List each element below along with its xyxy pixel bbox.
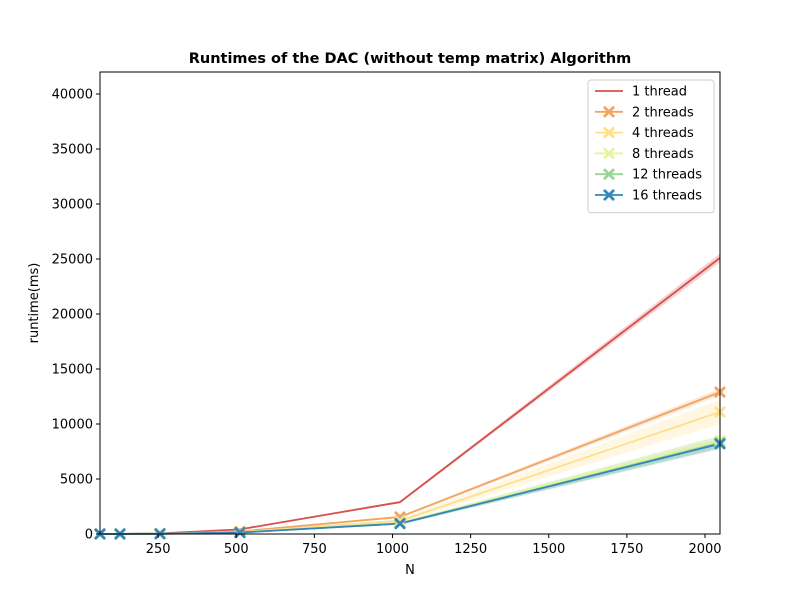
y-tick-label: 40000 <box>52 88 93 103</box>
series-line-8-threads <box>99 439 721 535</box>
data-point-16-threads <box>394 517 406 530</box>
legend-marker <box>603 168 615 180</box>
band-1-thread <box>100 253 720 534</box>
y-axis-label: runtime(ms) <box>27 263 42 344</box>
legend-item-16-threads: 16 threads <box>595 189 702 204</box>
plot-frame <box>99 71 721 535</box>
series-markers <box>94 386 726 540</box>
x-tick-label: 2000 <box>688 542 721 557</box>
legend-label: 1 thread <box>632 85 687 100</box>
y-tick-label: 25000 <box>52 253 93 268</box>
legend-item-1-thread: 1 thread <box>595 85 687 100</box>
x-tick-label: 250 <box>146 542 171 557</box>
x-tick-label: 1000 <box>376 542 409 557</box>
legend-marker <box>603 147 615 160</box>
legend-marker <box>603 106 615 118</box>
y-tick-label: 30000 <box>52 198 93 213</box>
x-tick-label: 1250 <box>454 542 487 557</box>
legend: 1 thread 2 threads 4 threads 8 threads 12 th… <box>587 79 715 214</box>
x-tick-label: 1750 <box>610 542 643 557</box>
x-axis-label: N <box>405 563 415 578</box>
y-axis-ticks: 0 5000 10000 15000 20000 25000 30000 35000 40000 <box>52 88 100 543</box>
chart-title: Runtimes of the DAC (without temp matrix… <box>189 51 632 67</box>
confidence-bands <box>100 253 720 534</box>
y-tick-label: 35000 <box>52 143 93 158</box>
legend-item-8-threads: 8 threads <box>595 147 694 162</box>
data-point-16-threads <box>234 526 246 539</box>
x-tick-label: 1500 <box>532 542 565 557</box>
legend-label: 4 threads <box>632 126 694 141</box>
legend-label: 12 threads <box>632 168 702 183</box>
legend-marker <box>603 189 615 201</box>
series-line-1-thread <box>99 257 721 535</box>
legend-marker <box>603 126 615 139</box>
legend-label: 8 threads <box>632 147 694 162</box>
y-tick-label: 10000 <box>52 418 93 433</box>
x-tick-label: 500 <box>224 542 249 557</box>
series-line-16-threads <box>99 442 721 535</box>
series-lines <box>99 257 721 535</box>
legend-label: 2 threads <box>632 105 694 120</box>
y-tick-label: 0 <box>85 528 93 543</box>
x-tick-label: 750 <box>302 542 327 557</box>
legend-box <box>587 79 715 214</box>
data-point-4-threads <box>394 515 406 527</box>
legend-item-12-threads: 12 threads <box>595 168 702 183</box>
legend-label: 16 threads <box>632 189 702 204</box>
legend-item-4-threads: 4 threads <box>595 126 694 141</box>
y-tick-label: 15000 <box>52 363 93 378</box>
x-axis-ticks: 250 500 750 1000 1250 1500 1750 2000 <box>146 534 722 557</box>
legend-item-2-threads: 2 threads <box>595 105 694 120</box>
y-tick-label: 20000 <box>52 308 93 323</box>
y-tick-label: 5000 <box>60 473 93 488</box>
